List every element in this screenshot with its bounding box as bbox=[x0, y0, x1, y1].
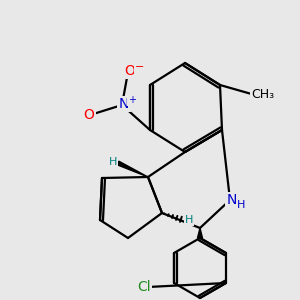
Text: CH₃: CH₃ bbox=[251, 88, 274, 101]
Text: O: O bbox=[124, 64, 135, 78]
Text: Cl: Cl bbox=[137, 280, 151, 294]
Text: H: H bbox=[109, 157, 117, 167]
Text: H: H bbox=[237, 200, 245, 210]
Text: N: N bbox=[119, 97, 129, 111]
Text: −: − bbox=[135, 62, 145, 72]
Text: N: N bbox=[227, 193, 237, 207]
Polygon shape bbox=[117, 161, 148, 177]
Polygon shape bbox=[197, 228, 202, 238]
Text: +: + bbox=[128, 95, 136, 105]
Text: H: H bbox=[185, 215, 193, 225]
Text: O: O bbox=[84, 108, 94, 122]
